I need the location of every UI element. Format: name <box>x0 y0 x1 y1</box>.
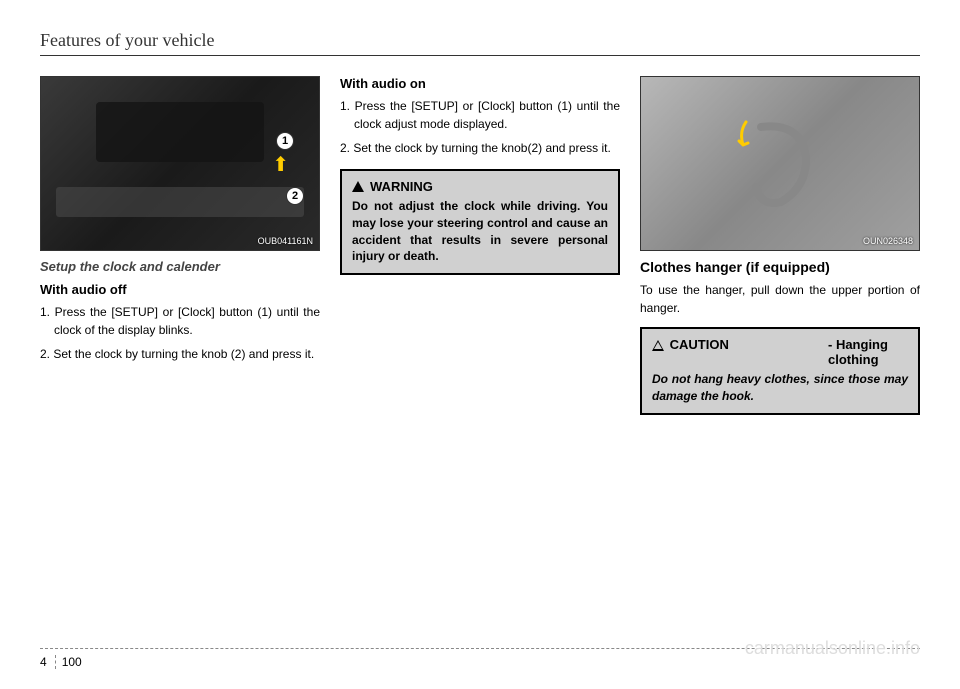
column-1: ⬆ 1 2 OUB041161N Setup the clock and cal… <box>40 76 320 415</box>
callout-circle-2: 2 <box>286 187 304 205</box>
radio-buttons-graphic <box>56 187 304 217</box>
caution-text: Do not hang heavy clothes, since those m… <box>652 371 908 405</box>
clock-subtitle: Setup the clock and calender <box>40 259 320 274</box>
watermark: carmanualsonline.info <box>745 638 920 659</box>
page-header: Features of your vehicle <box>40 30 920 56</box>
hanger-photo: OUN026348 <box>640 76 920 251</box>
hanger-title: Clothes hanger (if equipped) <box>640 259 920 275</box>
caution-title: CAUTION <box>652 337 729 352</box>
warning-text: Do not adjust the clock while driving. Y… <box>352 198 608 265</box>
radio-screen-graphic <box>96 102 264 162</box>
column-3: OUN026348 Clothes hanger (if equipped) T… <box>640 76 920 415</box>
caution-sub: - Hanging clothing <box>828 337 908 367</box>
warning-title: WARNING <box>352 179 608 194</box>
hanger-body: To use the hanger, pull down the upper p… <box>640 281 920 317</box>
callout-circle-1: 1 <box>276 132 294 150</box>
radio-photo: ⬆ 1 2 OUB041161N <box>40 76 320 251</box>
caution-box: CAUTION - Hanging clothing Do not hang h… <box>640 327 920 415</box>
col1-step-2: 2. Set the clock by turning the knob (2)… <box>40 345 320 363</box>
col2-step-1: 1. Press the [SETUP] or [Clock] button (… <box>340 97 620 133</box>
arrow-indicator-icon: ⬆ <box>272 152 289 177</box>
photo-code-2: OUN026348 <box>863 236 913 246</box>
warning-triangle-icon <box>352 181 364 192</box>
footer-page: 100 <box>62 655 82 669</box>
column-2: With audio on 1. Press the [SETUP] or [C… <box>340 76 620 415</box>
warning-box: WARNING Do not adjust the clock while dr… <box>340 169 620 275</box>
footer-section: 4 <box>40 655 56 669</box>
caution-triangle-icon <box>652 340 664 351</box>
photo-code-1: OUB041161N <box>258 236 313 246</box>
content-columns: ⬆ 1 2 OUB041161N Setup the clock and cal… <box>40 76 920 415</box>
caution-title-row: CAUTION - Hanging clothing <box>652 337 908 371</box>
audio-off-heading: With audio off <box>40 282 320 297</box>
col1-step-1: 1. Press the [SETUP] or [Clock] button (… <box>40 303 320 339</box>
caution-label: CAUTION <box>670 337 729 352</box>
header-title: Features of your vehicle <box>40 30 214 50</box>
hanger-hook-graphic <box>731 107 841 227</box>
audio-on-heading: With audio on <box>340 76 620 91</box>
col2-step-2: 2. Set the clock by turning the knob(2) … <box>340 139 620 157</box>
warning-label: WARNING <box>370 179 433 194</box>
